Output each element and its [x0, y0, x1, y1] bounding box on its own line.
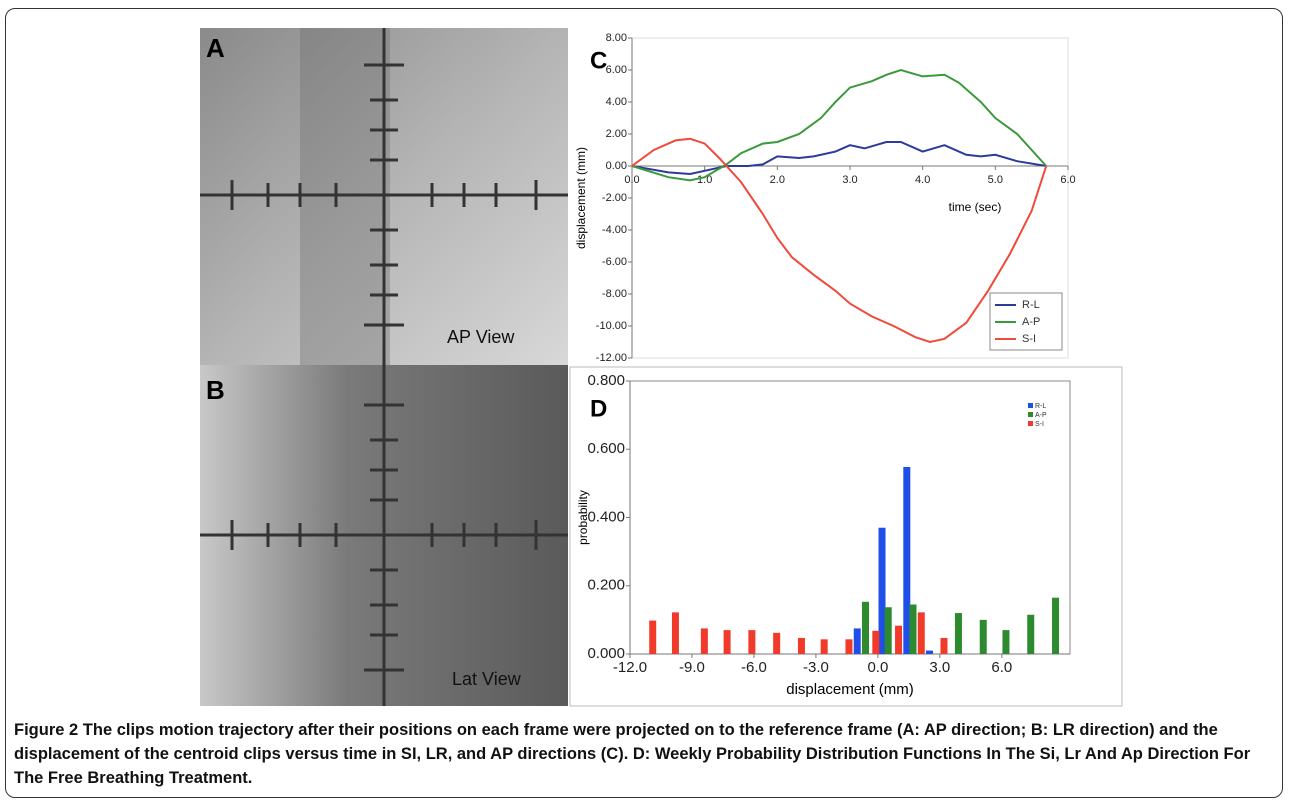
figure: A AP View B Lat View 8.00 6.00 4.00 2.00 0.0… — [200, 28, 1123, 707]
x-tick-label: -6.0 — [741, 659, 767, 676]
bar — [884, 607, 892, 654]
y-axis-label: probability — [576, 490, 590, 545]
legend-label: R-L — [1035, 403, 1046, 410]
x-tick-label: 3.0 — [842, 174, 857, 186]
x-tick-label: 6.0 — [1060, 174, 1075, 186]
bar — [853, 628, 861, 654]
y-axis-label: displacement (mm) — [574, 147, 588, 249]
panel-label: A — [206, 33, 225, 63]
x-tick-label: 0.0 — [867, 659, 888, 676]
y-tick-label: 8.00 — [606, 32, 627, 44]
caption-label: Figure 2 — [14, 721, 79, 739]
legend-label: S-I — [1035, 421, 1044, 428]
bar — [917, 612, 925, 654]
x-tick-label: -9.0 — [679, 659, 705, 676]
y-tick-label: 6.00 — [606, 64, 627, 76]
panel-label: C — [590, 47, 607, 74]
bar — [872, 630, 880, 654]
bar — [895, 625, 903, 654]
x-tick-label: 2.0 — [770, 174, 785, 186]
bar — [723, 630, 731, 654]
figure-caption: Figure 2 The clips motion trajectory aft… — [14, 718, 1276, 790]
panel-label: B — [206, 375, 225, 405]
y-tick-label: 4.00 — [606, 96, 627, 108]
bar — [1052, 597, 1060, 654]
y-tick-label: -10.00 — [596, 320, 627, 332]
crosshair — [200, 28, 568, 706]
legend-label: R-L — [1022, 299, 1040, 311]
y-tick-label: 0.400 — [587, 508, 625, 525]
y-tick-label: -8.00 — [602, 288, 627, 300]
bar — [649, 620, 657, 654]
image-caption: Lat View — [452, 669, 522, 689]
bar — [797, 637, 805, 654]
bar — [909, 604, 917, 654]
bar — [773, 632, 781, 654]
bar — [878, 527, 886, 654]
y-tick-label: 0.00 — [606, 160, 627, 172]
data-line — [631, 137, 1048, 344]
panel-label: D — [590, 395, 607, 422]
bar — [926, 650, 934, 654]
data-line — [631, 68, 1047, 182]
legend-label: S-I — [1022, 333, 1036, 345]
bar — [748, 630, 756, 654]
bar — [671, 612, 679, 654]
data-line — [631, 141, 1047, 176]
x-tick-label: 6.0 — [991, 659, 1012, 676]
figure-frame — [5, 8, 1283, 798]
x-tick-label: 1.0 — [697, 174, 712, 186]
x-tick-label: -12.0 — [613, 659, 647, 676]
x-tick-label: -3.0 — [803, 659, 829, 676]
image-caption: AP View — [447, 327, 515, 347]
x-tick-label: 3.0 — [929, 659, 950, 676]
legend-label: A-P — [1035, 412, 1047, 419]
bar — [903, 466, 911, 654]
bar — [820, 639, 828, 654]
x-tick-label: 0.0 — [624, 174, 639, 186]
caption-text: The clips motion trajectory after their … — [14, 721, 1251, 787]
y-tick-label: -4.00 — [602, 224, 627, 236]
y-tick-label: 0.200 — [587, 577, 625, 594]
bar — [861, 601, 869, 654]
bar — [1027, 614, 1035, 654]
x-tick-label: 5.0 — [988, 174, 1003, 186]
bar — [845, 639, 853, 654]
bar — [700, 628, 708, 654]
x-axis-label: displacement (mm) — [786, 681, 914, 698]
legend-swatch — [1028, 412, 1033, 417]
x-axis-label: time (sec) — [949, 200, 1002, 214]
bar — [954, 613, 962, 654]
legend-swatch — [1028, 403, 1033, 408]
y-tick-label: -2.00 — [602, 192, 627, 204]
bar — [979, 619, 987, 654]
y-tick-label: 0.000 — [587, 645, 625, 662]
x-tick-label: 4.0 — [915, 174, 930, 186]
legend-label: A-P — [1022, 316, 1040, 328]
y-tick-label: -6.00 — [602, 256, 627, 268]
legend-swatch — [1028, 421, 1033, 426]
bar — [1002, 630, 1010, 654]
y-tick-label: 0.600 — [587, 440, 625, 457]
y-tick-label: -12.00 — [596, 352, 627, 364]
y-tick-label: 2.00 — [606, 128, 627, 140]
bar — [940, 637, 948, 654]
y-tick-label: 0.800 — [587, 372, 625, 389]
